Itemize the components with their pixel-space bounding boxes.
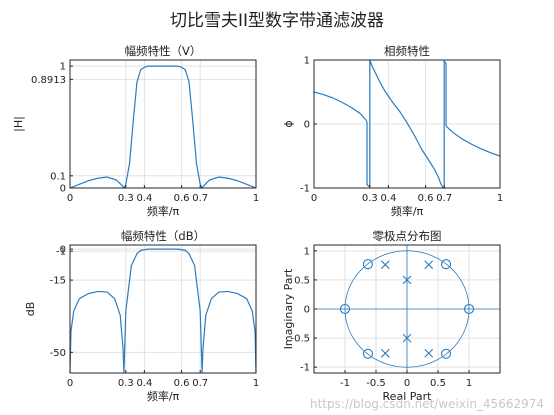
x-axis-label: 频率/π bbox=[147, 389, 180, 403]
y-tick-label: 0.1 bbox=[50, 171, 66, 182]
y-tick-label: 1 bbox=[304, 246, 310, 257]
x-tick-label: 1 bbox=[253, 378, 259, 389]
axes-frame bbox=[69, 244, 257, 374]
subplot-title: 相频特性 bbox=[384, 44, 430, 58]
zero-marker bbox=[362, 259, 373, 270]
watermark: https://blog.csdn.net/weixin_45662974 bbox=[309, 397, 544, 411]
x-tick-label: 0 bbox=[67, 193, 73, 204]
x-tick-label: 0.3 bbox=[362, 193, 378, 204]
pole-marker bbox=[424, 348, 434, 358]
y-axis-label: Imaginary Part bbox=[282, 268, 295, 349]
y-tick-label: -1 bbox=[56, 247, 66, 258]
pole-marker bbox=[402, 275, 412, 285]
y-tick-label: 0 bbox=[60, 245, 66, 256]
x-tick-label: 1 bbox=[497, 193, 503, 204]
plot-area bbox=[70, 245, 256, 373]
y-tick-label: 0 bbox=[304, 305, 310, 316]
y-tick-label: 1 bbox=[60, 62, 66, 73]
y-tick-label: -50 bbox=[50, 348, 66, 359]
x-tick-label: 0.4 bbox=[380, 193, 396, 204]
x-tick-label: 0.7 bbox=[192, 193, 208, 204]
x-tick-label: 1 bbox=[253, 193, 259, 204]
x-tick-label: 0.7 bbox=[436, 193, 452, 204]
x-tick-label: 0 bbox=[404, 378, 410, 389]
y-tick-label: -15 bbox=[50, 276, 66, 287]
x-tick-label: 0.4 bbox=[136, 378, 152, 389]
y-tick-label: 0.8913 bbox=[31, 75, 66, 86]
zero-marker bbox=[441, 259, 452, 270]
y-axis-label: |H| bbox=[12, 116, 25, 132]
subplot-title: 幅频特性（V） bbox=[125, 44, 202, 58]
subplot-4: -1 -0.5 0 0.5 1 -1 -0.5 0 0.5 1 零极点分布图 Real Part Ima… bbox=[282, 229, 501, 403]
pole-marker bbox=[424, 260, 434, 270]
y-tick-label: 0 bbox=[304, 120, 310, 131]
x-axis-label: 频率/π bbox=[391, 204, 424, 218]
zero-marker bbox=[339, 303, 351, 315]
zero-marker bbox=[362, 348, 373, 359]
x-tick-label: 0.7 bbox=[192, 378, 208, 389]
zero-marker bbox=[463, 303, 475, 315]
pole-marker bbox=[380, 348, 390, 358]
x-tick-label: 0.6 bbox=[174, 193, 190, 204]
plot-area bbox=[70, 60, 256, 188]
x-tick-label: 0.3 bbox=[118, 193, 134, 204]
zero-marker bbox=[441, 348, 452, 359]
pole-marker bbox=[380, 260, 390, 270]
x-axis-label: 频率/π bbox=[147, 204, 180, 218]
x-tick-label: 0.6 bbox=[418, 193, 434, 204]
x-tick-label: 0 bbox=[67, 378, 73, 389]
y-tick-label: 0 bbox=[60, 184, 66, 195]
y-tick-label: 1 bbox=[304, 56, 310, 67]
series-line bbox=[69, 65, 257, 190]
x-tick-label: 1 bbox=[466, 378, 472, 389]
series-line bbox=[313, 59, 501, 190]
y-axis-label: ϕ bbox=[282, 120, 295, 127]
y-tick-label: -0.5 bbox=[290, 334, 310, 345]
x-axis-label: Real Part bbox=[383, 390, 433, 403]
figure-title: 切比雪夫II型数字带通滤波器 bbox=[170, 11, 384, 31]
subplot-title: 零极点分布图 bbox=[373, 229, 442, 243]
y-tick-label: 0.5 bbox=[294, 275, 310, 286]
x-tick-label: 0 bbox=[311, 193, 317, 204]
axes-frame bbox=[69, 59, 257, 189]
x-tick-label: 0.4 bbox=[136, 193, 152, 204]
x-tick-label: 0.5 bbox=[430, 378, 446, 389]
subplot-title: 幅频特性（dB） bbox=[121, 229, 205, 243]
pole-marker bbox=[402, 333, 412, 343]
x-tick-label: 0.6 bbox=[174, 378, 190, 389]
x-tick-label: -1 bbox=[340, 378, 350, 389]
x-tick-label: 0.3 bbox=[118, 378, 134, 389]
y-tick-label: -1 bbox=[300, 363, 310, 374]
x-tick-label: -0.5 bbox=[366, 378, 386, 389]
series-line bbox=[69, 248, 257, 374]
subplot-grid: 0 0.3 0.4 0.6 0.7 100.10.89131幅频特性（V）频率/π|H|0… bbox=[12, 44, 503, 403]
y-tick-label: -1 bbox=[300, 184, 310, 195]
y-axis-label: dB bbox=[24, 302, 37, 317]
